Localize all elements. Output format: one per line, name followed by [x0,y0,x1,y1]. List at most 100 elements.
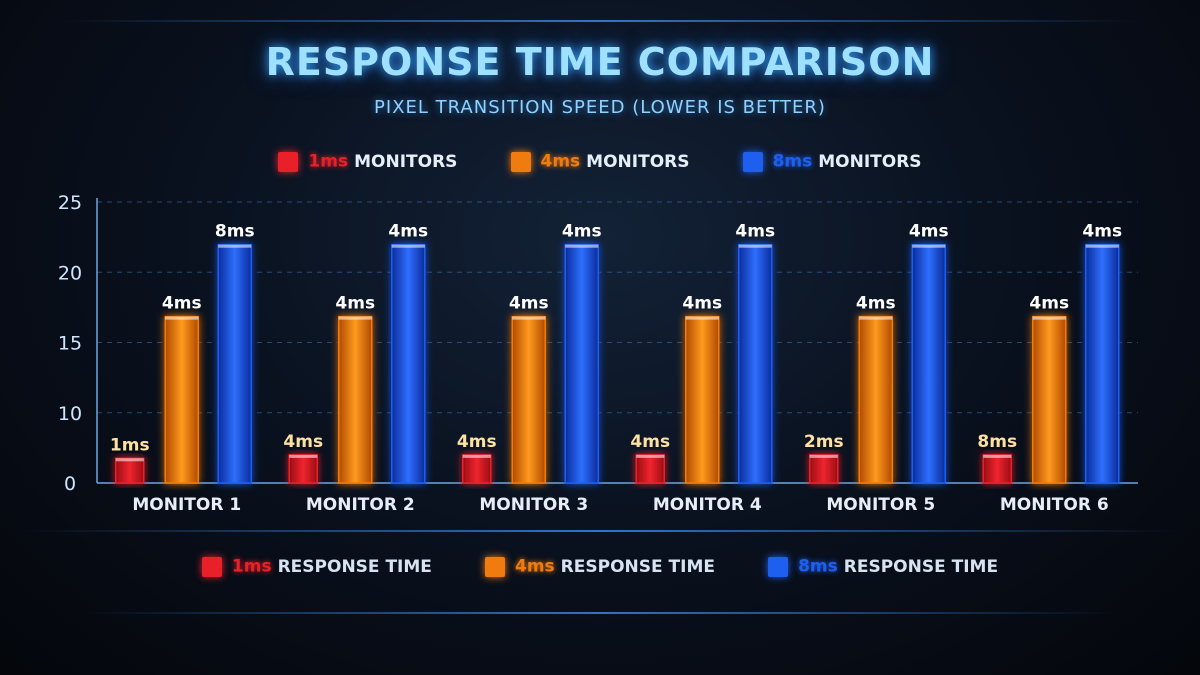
bar-value-label: 4ms [856,294,896,314]
bar [738,243,773,484]
bar-cap [218,244,252,248]
bottom-legend-item-8ms: 8ms RESPONSE TIME [768,556,998,577]
x-tick-label: MONITOR 6 [1000,495,1109,515]
bar [635,454,665,484]
legend-swatch [510,151,531,172]
bar-cap [289,454,318,458]
legend-text: MONITORS [818,151,922,172]
legend-lead: 8ms [772,151,813,172]
bar-value-label: 4ms [562,222,602,242]
legend-swatch [201,556,222,577]
bar-value-label: 4ms [1029,294,1069,314]
bar-value-label: 4ms [388,222,428,242]
top-legend-item-1ms: 1ms MONITORS [278,151,457,172]
bar-cap [636,454,665,458]
top-legend: 1ms MONITORS 4ms MONITORS 8ms MONITORS [0,151,1200,172]
bar-cap [338,316,372,320]
chart-title: RESPONSE TIME COMPARISON [265,40,935,84]
x-tick-label: MONITOR 5 [826,495,935,515]
bottom-legend: 1ms RESPONSE TIME 4ms RESPONSE TIME 8ms RES… [0,556,1200,577]
legend-lead: 8ms [798,556,838,577]
bottom-legend-item-1ms: 1ms RESPONSE TIME [201,556,432,577]
bar-cap [1032,316,1066,320]
lower-frame-line [20,530,1180,532]
bar-cap [738,244,772,248]
bar [564,243,599,484]
bar [462,454,492,484]
legend-text: RESPONSE TIME [843,556,999,577]
bar-value-label: 4ms [283,432,323,452]
bar-cap [1085,244,1119,248]
bar [1085,243,1120,484]
bar-value-label: 8ms [215,222,255,242]
bar-cap [165,316,199,320]
bar-value-label: 4ms [630,432,670,452]
legend-lead: 1ms [231,556,272,577]
bar-value-label: 1ms [110,435,150,455]
top-legend-item-4ms: 4ms MONITORS [510,151,690,172]
bar-cap [115,458,144,462]
bar [217,243,252,484]
bar-value-label: 4ms [735,222,775,242]
x-tick-label: MONITOR 2 [306,495,415,515]
x-tick-label: MONITOR 4 [653,495,762,515]
grid-layer [96,198,1138,484]
bar-cap [912,244,946,248]
bar [911,243,946,484]
top-frame-line [60,20,1140,22]
legend-swatch [278,151,299,172]
legend-swatch [742,151,763,172]
bar-layer [115,243,1120,484]
bar-value-label: 4ms [457,432,497,452]
bar [511,315,546,484]
legend-swatch [768,556,789,577]
bar-cap [512,316,546,320]
y-tick-label: 15 [58,333,82,355]
bar [809,454,839,484]
bar-value-label: 8ms [977,432,1017,452]
bottom-legend-item-4ms: 4ms RESPONSE TIME [485,556,715,577]
bar [115,457,145,484]
bar-value-label: 2ms [804,432,844,452]
bar [1032,315,1067,484]
bar-cap [983,454,1012,458]
bar [685,315,720,484]
x-tick-label: MONITOR 1 [132,495,241,515]
legend-swatch [485,556,505,577]
bottom-frame-line [80,612,1120,614]
x-tick-label: MONITOR 3 [479,495,588,515]
bar [338,315,373,484]
legend-text: RESPONSE TIME [560,556,715,577]
bar-cap [859,316,893,320]
bar-cap [809,454,838,458]
chart-subtitle: PIXEL TRANSITION SPEED (LOWER IS BETTER) [374,97,826,118]
bar [982,454,1012,484]
bar-cap [565,244,599,248]
y-tick-label: 25 [58,192,82,214]
legend-lead: 1ms [308,151,349,172]
label-layer: 0 10 15 20 25 MONITOR 1 1ms 4ms 8ms MONITOR 2 4ms 4… [58,192,1122,515]
legend-text: MONITORS [586,151,690,172]
bar-value-label: 4ms [1082,222,1122,242]
bar-cap [462,454,491,458]
bar [858,315,893,484]
top-legend-item-8ms: 8ms MONITORS [742,151,922,172]
bar-value-label: 4ms [682,294,722,314]
legend-text: RESPONSE TIME [277,556,432,577]
bar-value-label: 4ms [909,222,949,242]
bar-value-label: 4ms [335,294,375,314]
bar-cap [685,316,719,320]
bar [288,454,318,484]
bar-value-label: 4ms [162,294,202,314]
legend-text: MONITORS [354,151,458,172]
bar-value-label: 4ms [509,294,549,314]
legend-lead: 4ms [515,556,555,577]
bar [164,315,199,484]
y-tick-label: 20 [58,262,82,284]
bar-cap [391,244,425,248]
y-tick-label: 10 [58,403,82,425]
bar [391,243,426,484]
legend-lead: 4ms [540,151,581,172]
